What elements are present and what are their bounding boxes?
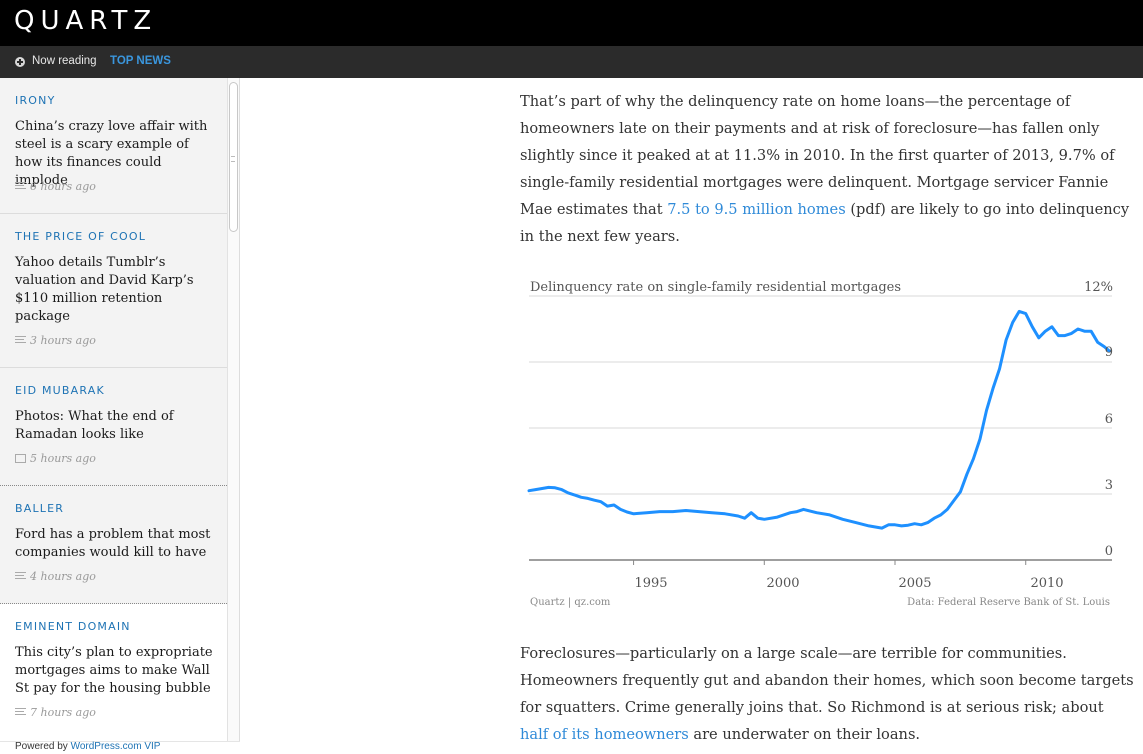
item-headline[interactable]: Yahoo details Tumblr’s valuation and Dav… bbox=[15, 255, 194, 324]
paragraph-text: are underwater on their loans. bbox=[688, 726, 921, 743]
chart-canvas bbox=[527, 295, 1112, 565]
article-lines-icon bbox=[15, 182, 26, 191]
section-link-top-news[interactable]: TOP NEWS bbox=[110, 55, 171, 67]
item-time: 6 hours ago bbox=[30, 180, 96, 193]
y-tick-label: 9 bbox=[1104, 345, 1113, 360]
x-tick-label: 1995 bbox=[634, 576, 668, 591]
list-item[interactable]: EID MUBARAK Photos: What the end of Rama… bbox=[0, 368, 227, 486]
item-meta: 6 hours ago bbox=[15, 180, 96, 193]
item-meta: 4 hours ago bbox=[15, 570, 96, 583]
powered-by: Powered by WordPress.com VIP bbox=[15, 741, 160, 752]
item-meta: 5 hours ago bbox=[15, 452, 96, 465]
item-meta: 7 hours ago bbox=[15, 706, 96, 719]
article-lines-icon bbox=[15, 708, 26, 717]
gallery-icon bbox=[15, 454, 26, 463]
item-headline[interactable]: China’s crazy love affair with steel is … bbox=[15, 119, 208, 188]
item-time: 3 hours ago bbox=[30, 334, 96, 347]
underwater-homeowners-link[interactable]: half of its homeowners bbox=[520, 726, 689, 743]
article-paragraph: Foreclosures—particularly on a large sca… bbox=[520, 640, 1135, 748]
item-kicker: EMINENT DOMAIN bbox=[15, 620, 131, 633]
wordpress-vip-link[interactable]: WordPress.com VIP bbox=[70, 741, 161, 752]
item-kicker: BALLER bbox=[15, 502, 65, 515]
sidebar-footer bbox=[0, 741, 240, 754]
sidebar-scroll-thumb[interactable] bbox=[229, 82, 238, 232]
delinquency-chart: Delinquency rate on single-family reside… bbox=[520, 270, 1120, 615]
x-tick-label: 2005 bbox=[898, 576, 932, 591]
y-tick-label: 3 bbox=[1104, 478, 1113, 493]
x-tick-label: 2010 bbox=[1030, 576, 1064, 591]
item-kicker: EID MUBARAK bbox=[15, 384, 105, 397]
sidebar-scrollbar[interactable] bbox=[227, 78, 240, 741]
item-time: 4 hours ago bbox=[30, 570, 96, 583]
homes-estimate-link[interactable]: 7.5 to 9.5 million homes bbox=[667, 201, 846, 218]
y-tick-label: 12% bbox=[1084, 280, 1113, 295]
x-tick-label: 2000 bbox=[766, 576, 800, 591]
item-meta: 3 hours ago bbox=[15, 334, 96, 347]
item-time: 5 hours ago bbox=[30, 452, 96, 465]
list-item[interactable]: BALLER Ford has a problem that most comp… bbox=[0, 486, 227, 604]
sidebar-feed: IRONY China’s crazy love affair with ste… bbox=[0, 78, 228, 754]
chart-title: Delinquency rate on single-family reside… bbox=[530, 280, 902, 295]
now-reading-label: Now reading bbox=[32, 55, 97, 67]
item-time: 7 hours ago bbox=[30, 706, 96, 719]
item-headline[interactable]: This city’s plan to expropriate mortgage… bbox=[15, 645, 213, 696]
y-tick-label: 0 bbox=[1104, 544, 1113, 559]
article-lines-icon bbox=[15, 572, 26, 581]
quartz-logo[interactable]: QUARTZ bbox=[14, 6, 158, 36]
list-item[interactable]: EMINENT DOMAIN This city’s plan to expro… bbox=[0, 604, 227, 754]
paragraph-text: Foreclosures—particularly on a large sca… bbox=[520, 645, 1134, 716]
paragraph-text: That’s part of why the delinquency rate … bbox=[520, 93, 1115, 218]
now-reading-bar bbox=[0, 46, 1143, 78]
y-tick-label: 6 bbox=[1104, 412, 1113, 427]
item-kicker: THE PRICE OF COOL bbox=[15, 230, 147, 243]
grip-icon bbox=[231, 156, 235, 162]
plus-circle-icon[interactable] bbox=[15, 57, 25, 67]
list-item[interactable]: THE PRICE OF COOL Yahoo details Tumblr’s… bbox=[0, 214, 227, 368]
chart-credit: Quartz | qz.com bbox=[530, 597, 611, 608]
item-headline[interactable]: Photos: What the end of Ramadan looks li… bbox=[15, 409, 174, 442]
paragraph-text: (pdf) are likely to go into delinquency … bbox=[520, 201, 1130, 245]
delinquency-rate-line bbox=[527, 309, 1111, 530]
item-headline[interactable]: Ford has a problem that most companies w… bbox=[15, 527, 211, 560]
powered-by-label: Powered by bbox=[15, 741, 71, 752]
list-item[interactable]: IRONY China’s crazy love affair with ste… bbox=[0, 78, 227, 214]
article-paragraph: That’s part of why the delinquency rate … bbox=[520, 88, 1135, 250]
top-bar bbox=[0, 0, 1143, 46]
item-kicker: IRONY bbox=[15, 94, 56, 107]
article-lines-icon bbox=[15, 336, 26, 345]
chart-source: Data: Federal Reserve Bank of St. Louis bbox=[907, 597, 1110, 608]
